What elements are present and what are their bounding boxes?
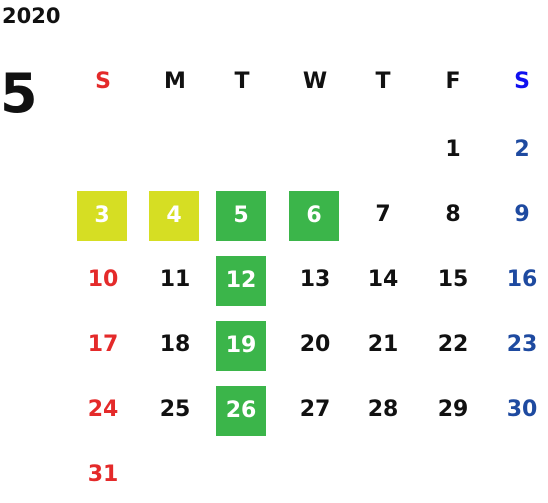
day: 2 <box>514 137 530 162</box>
day: 21 <box>367 332 399 357</box>
day: 16 <box>506 267 538 292</box>
day: 17 <box>87 332 119 357</box>
weekday-header: T <box>234 69 250 94</box>
day: 24 <box>87 397 119 422</box>
highlighted-day: 6 <box>289 191 339 241</box>
day: 27 <box>299 397 331 422</box>
highlighted-day: 26 <box>216 386 266 436</box>
weekday-header: S <box>95 69 111 94</box>
weekday-header: S <box>514 69 530 94</box>
weekday-header: T <box>375 69 391 94</box>
day: 30 <box>506 397 538 422</box>
year: 2020 <box>2 4 61 28</box>
day: 22 <box>437 332 469 357</box>
highlighted-day: 19 <box>216 321 266 371</box>
day: 15 <box>437 267 469 292</box>
day: 25 <box>159 397 191 422</box>
day: 10 <box>87 267 119 292</box>
highlighted-day: 5 <box>216 191 266 241</box>
day: 13 <box>299 267 331 292</box>
weekday-header: F <box>445 69 461 94</box>
highlighted-day: 3 <box>77 191 127 241</box>
day: 7 <box>375 202 391 227</box>
day: 18 <box>159 332 191 357</box>
day: 9 <box>514 202 530 227</box>
weekday-header: M <box>164 69 186 94</box>
day: 20 <box>299 332 331 357</box>
day: 1 <box>445 137 461 162</box>
day: 23 <box>506 332 538 357</box>
highlighted-day: 4 <box>149 191 199 241</box>
month: 5 <box>0 62 38 125</box>
day: 8 <box>445 202 461 227</box>
day: 31 <box>87 462 119 487</box>
day: 14 <box>367 267 399 292</box>
highlighted-day: 12 <box>216 256 266 306</box>
day: 28 <box>367 397 399 422</box>
weekday-header: W <box>302 69 328 94</box>
day: 11 <box>159 267 191 292</box>
day: 29 <box>437 397 469 422</box>
